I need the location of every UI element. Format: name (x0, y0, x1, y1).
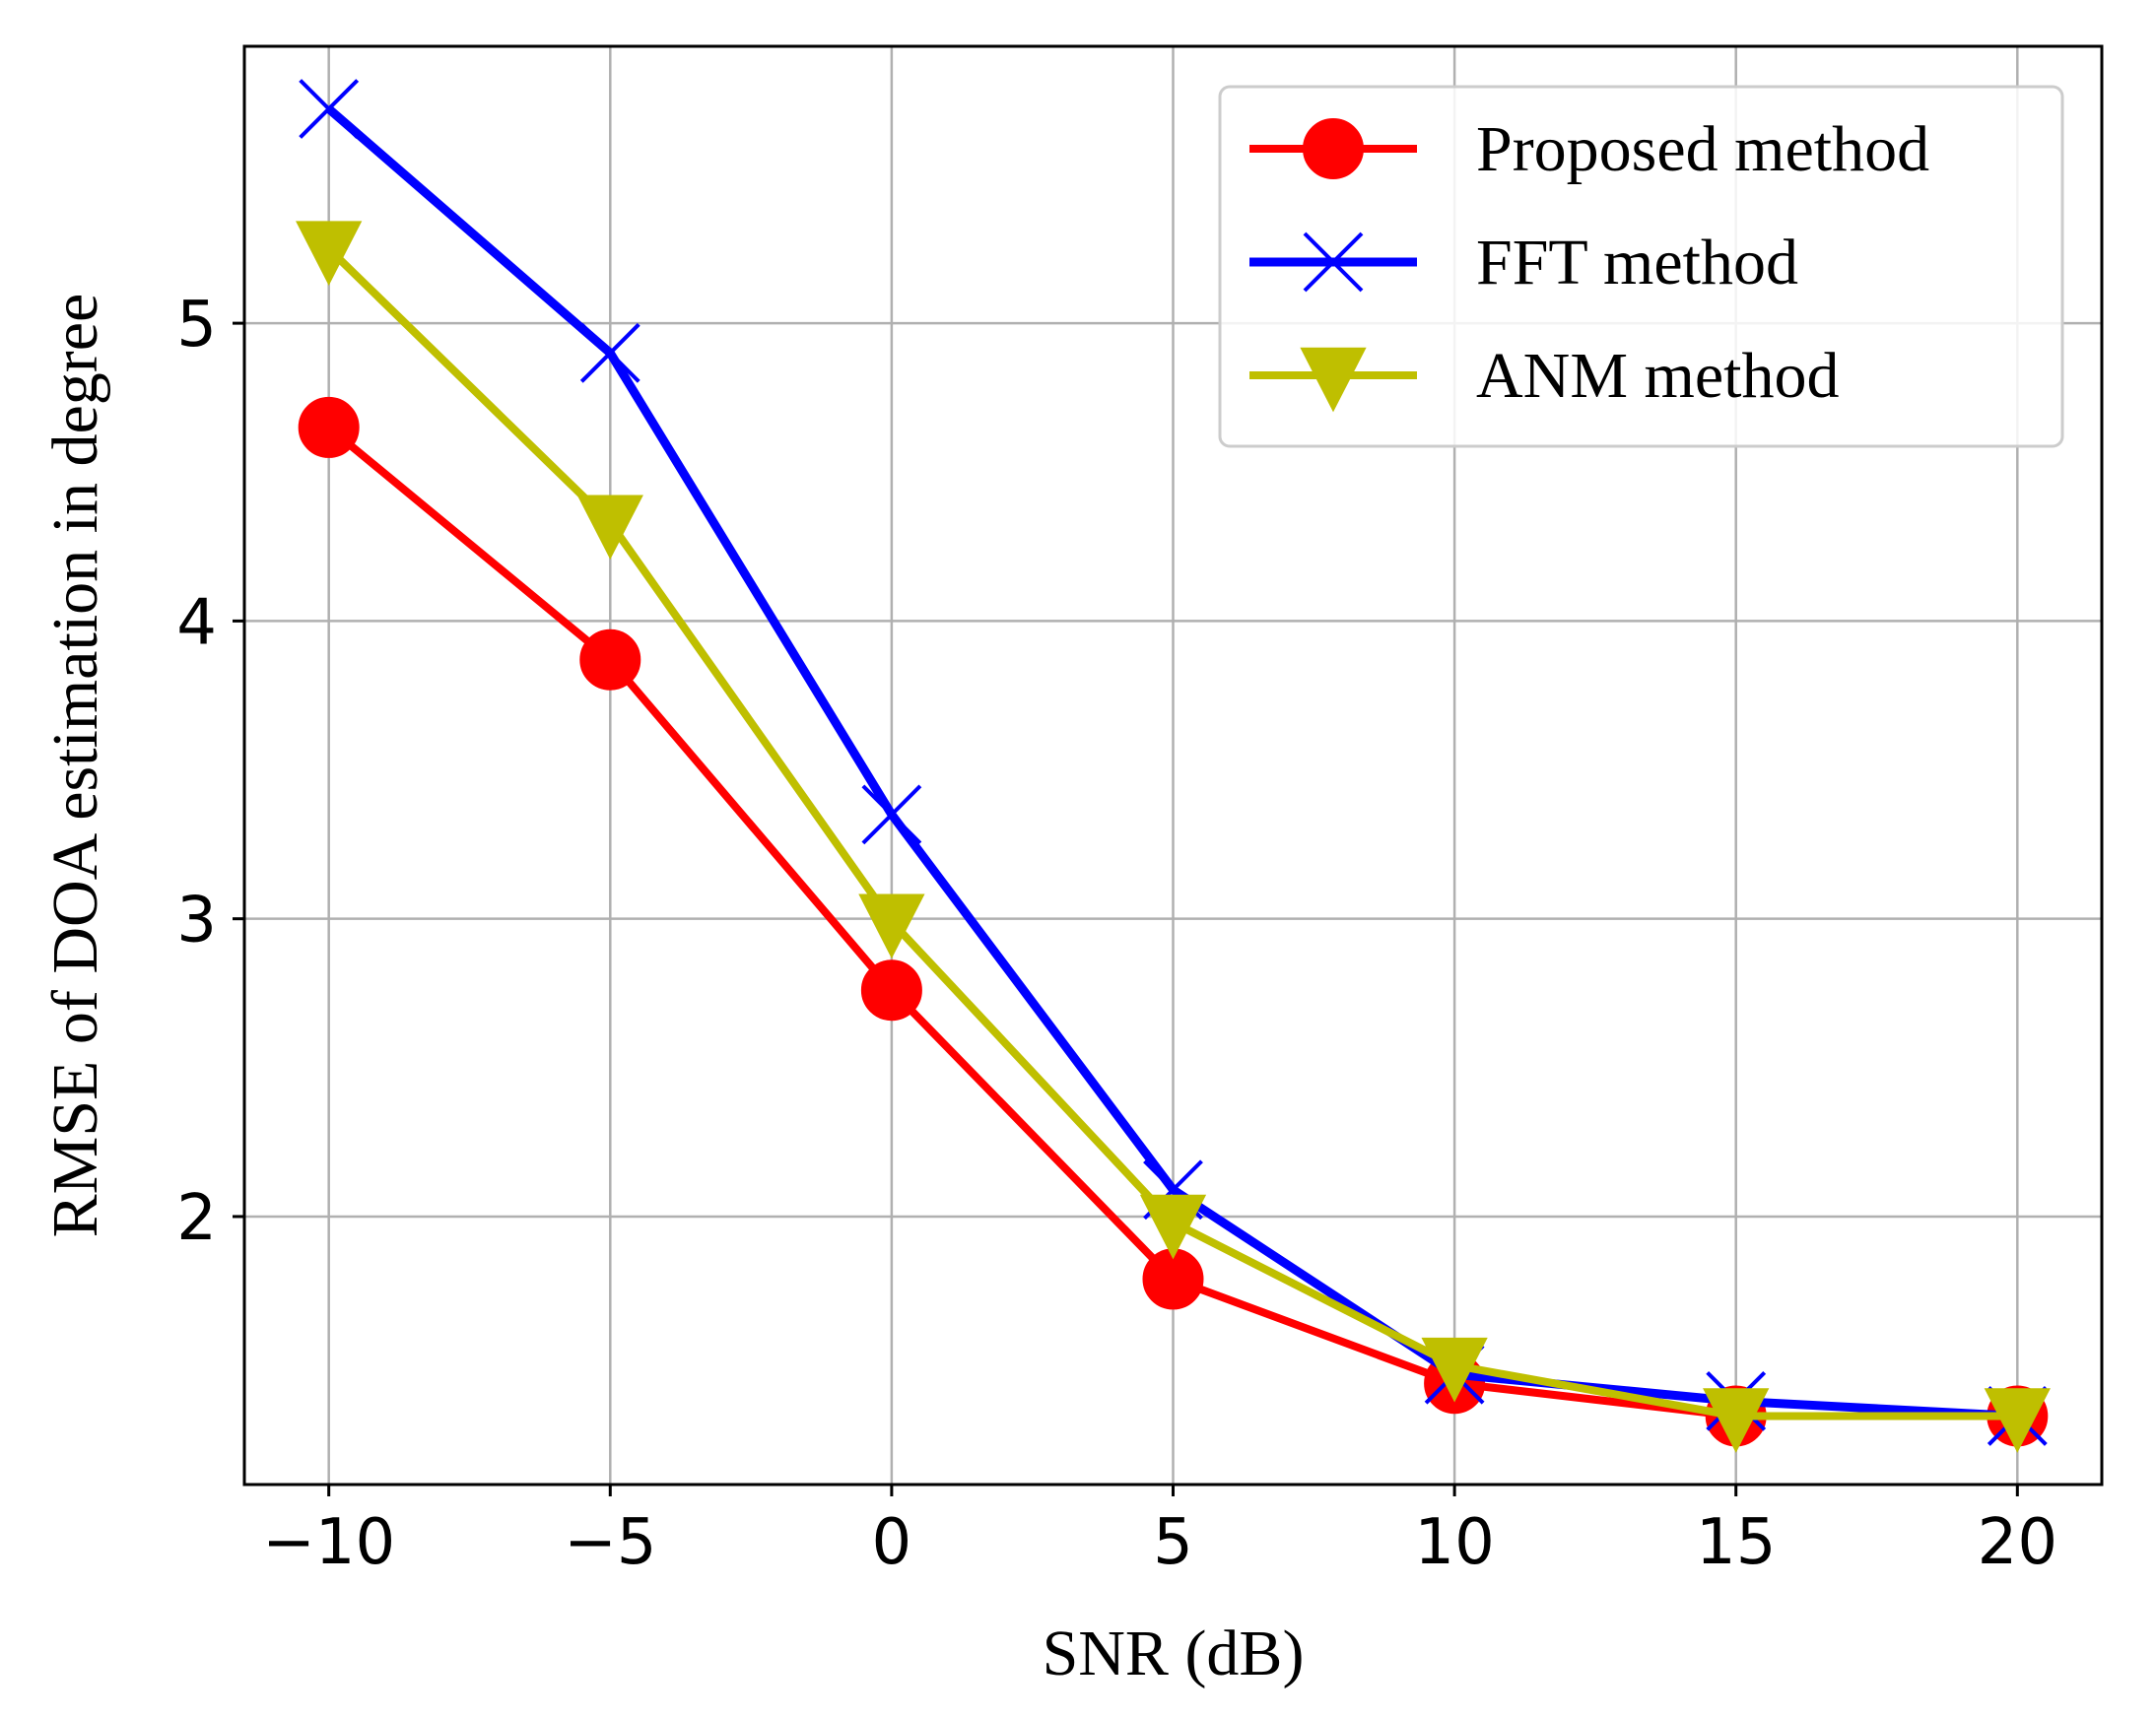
data-point (579, 628, 641, 691)
data-point (579, 322, 640, 383)
x-tick-label: −10 (262, 1506, 395, 1579)
x-tick-label: −5 (564, 1506, 656, 1579)
x-tick-label: 5 (1153, 1506, 1193, 1579)
data-point (1984, 1388, 2051, 1453)
legend-label: Proposed method (1476, 113, 1929, 185)
data-point (861, 784, 922, 845)
legend: Proposed method FFT method ANM method (1218, 85, 2064, 448)
data-point (1703, 1388, 1770, 1453)
legend-marker (1303, 118, 1364, 179)
data-point (298, 396, 360, 458)
data-point (299, 79, 360, 139)
x-tick-label: 0 (872, 1506, 912, 1579)
data-point (858, 893, 925, 959)
legend-marker (1303, 231, 1364, 293)
data-point (576, 495, 643, 561)
y-tick-label: 4 (176, 586, 217, 659)
data-point (296, 221, 363, 286)
legend-label: ANM method (1476, 340, 1839, 412)
axis-ticks: −10 −5 0 5 10 15 20 2 3 4 5 (176, 289, 2057, 1579)
x-axis-label: SNR (dB) (1043, 1618, 1305, 1689)
legend-marker (1300, 347, 1367, 413)
x-tick-label: 15 (1696, 1506, 1776, 1579)
data-point (1421, 1337, 1488, 1403)
series-layer (296, 79, 2051, 1453)
series-anm-method (296, 221, 2051, 1453)
data-point (860, 959, 922, 1022)
data-point (1139, 1194, 1207, 1260)
y-tick-label: 2 (176, 1182, 217, 1255)
y-axis-label: RMSE of DOA estimation in degree (39, 294, 111, 1238)
y-tick-label: 3 (176, 885, 217, 958)
y-tick-label: 5 (176, 289, 217, 362)
x-tick-label: 20 (1978, 1506, 2057, 1579)
x-tick-label: 10 (1414, 1506, 1494, 1579)
legend-label: FFT method (1476, 227, 1798, 298)
legend-box (1218, 85, 2064, 448)
